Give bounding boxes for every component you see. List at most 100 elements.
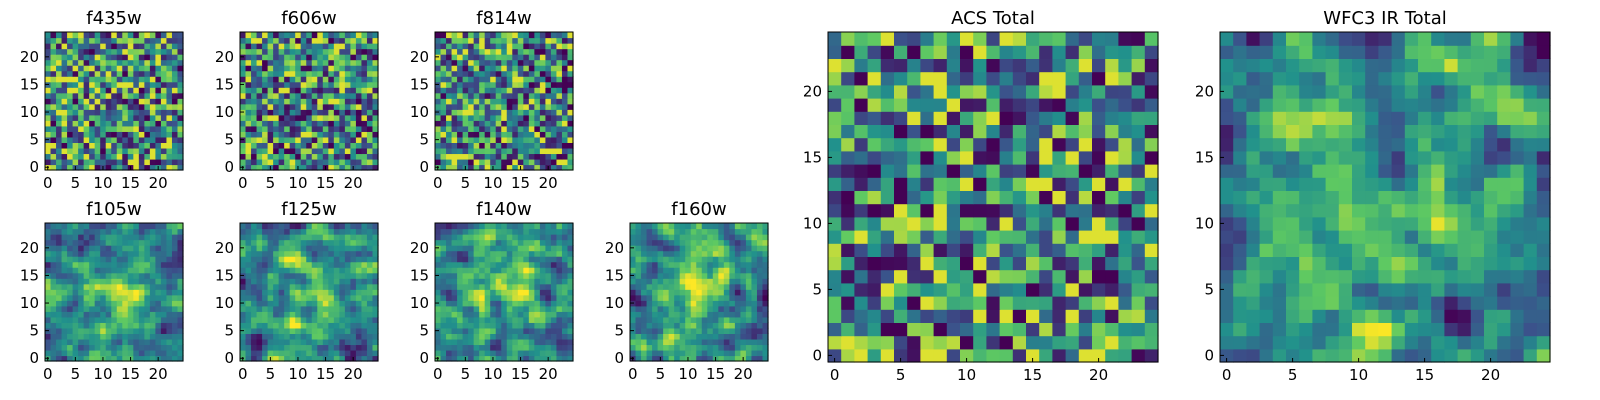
heatmap-cell — [635, 250, 642, 257]
heatmap-cell — [344, 355, 351, 362]
heatmap-cell — [828, 230, 842, 244]
heatmap-cell — [67, 283, 74, 290]
heatmap-cell — [127, 344, 134, 351]
y-tick-label: 15 — [215, 266, 234, 284]
heatmap-cell — [907, 309, 921, 323]
heatmap-cell — [523, 76, 530, 83]
heatmap-cell — [751, 283, 758, 290]
heatmap-cell — [740, 322, 747, 329]
heatmap-cell — [1105, 309, 1119, 323]
heatmap-cell — [149, 136, 156, 143]
heatmap-cell — [306, 59, 313, 66]
heatmap-cell — [501, 294, 508, 301]
heatmap-cell — [284, 164, 291, 171]
heatmap-cell — [539, 142, 546, 149]
heatmap-cell — [999, 296, 1014, 310]
heatmap-cell — [495, 349, 502, 357]
heatmap-cell — [1078, 282, 1093, 297]
heatmap-cell — [251, 234, 258, 241]
heatmap-cell — [289, 120, 296, 127]
heatmap-cell — [696, 349, 703, 357]
heatmap-cell — [685, 289, 692, 296]
heatmap-cell — [177, 76, 184, 83]
heatmap-cell — [67, 294, 74, 301]
heatmap-cell — [72, 98, 79, 105]
heatmap-cell — [473, 120, 480, 127]
heatmap-cell — [907, 164, 921, 178]
heatmap-cell — [78, 147, 85, 155]
heatmap-cell — [468, 322, 475, 329]
heatmap-cell — [295, 43, 302, 50]
heatmap-cell — [457, 272, 464, 279]
heatmap-cell — [355, 256, 363, 263]
heatmap-cell — [333, 65, 340, 72]
heatmap-cell — [495, 267, 502, 274]
heatmap-cell — [523, 59, 530, 66]
heatmap-cell — [534, 32, 541, 39]
heatmap-cell — [328, 54, 335, 61]
heatmap-cell — [539, 327, 546, 334]
heatmap-cell — [267, 32, 274, 39]
heatmap-cell — [289, 109, 296, 116]
heatmap-cell — [133, 256, 140, 263]
heatmap-cell — [473, 322, 480, 329]
heatmap-cell — [468, 333, 475, 340]
heatmap-cell — [512, 120, 519, 127]
heatmap-cell — [133, 261, 140, 268]
heatmap-cell — [696, 283, 703, 290]
heatmap-cell — [284, 311, 291, 318]
heatmap-cell — [462, 267, 469, 274]
heatmap-cell — [166, 147, 173, 155]
heatmap-cell — [635, 338, 642, 346]
heatmap-cell — [462, 283, 469, 290]
heatmap-cell — [751, 234, 758, 241]
heatmap-cell — [262, 250, 269, 257]
heatmap-cell — [256, 131, 263, 138]
heatmap-cell — [506, 54, 513, 61]
heatmap-cell — [251, 305, 258, 312]
heatmap-cell — [473, 316, 480, 323]
heatmap-cell — [267, 76, 274, 83]
heatmap-cell — [361, 256, 368, 263]
heatmap-cell — [366, 278, 374, 285]
heatmap-cell — [696, 261, 703, 268]
heatmap-cell — [372, 59, 379, 66]
heatmap-cell — [567, 267, 574, 274]
heatmap-cell — [89, 289, 96, 296]
heatmap-cell — [322, 43, 329, 50]
heatmap-cell — [473, 87, 480, 94]
heatmap-cell — [83, 70, 90, 77]
heatmap-cell — [122, 272, 129, 279]
heatmap-cell — [240, 316, 247, 323]
heatmap-cell — [1118, 322, 1133, 337]
heatmap-cell — [854, 164, 869, 178]
heatmap-cell — [306, 48, 313, 55]
heatmap-cell — [83, 131, 90, 138]
heatmap-cell — [712, 349, 719, 357]
heatmap-cell — [1078, 348, 1093, 363]
heatmap-cell — [295, 289, 302, 296]
heatmap-cell — [973, 348, 987, 363]
heatmap-cell — [479, 142, 486, 149]
heatmap-cell — [251, 142, 258, 149]
heatmap-cell — [701, 355, 708, 362]
heatmap-cell — [300, 136, 307, 143]
heatmap-cell — [1105, 269, 1119, 284]
heatmap-cell — [105, 272, 112, 279]
heatmap-cell — [506, 76, 513, 83]
heatmap-cell — [300, 250, 307, 257]
heatmap-cell — [273, 81, 280, 88]
heatmap-cell — [306, 103, 313, 110]
heatmap-cell — [94, 311, 101, 318]
heatmap-cell — [745, 223, 753, 230]
heatmap-cell — [278, 278, 285, 285]
heatmap-cell — [495, 76, 502, 83]
heatmap-cell — [61, 125, 68, 132]
heatmap-cell — [289, 87, 296, 94]
heatmap-cell — [734, 278, 741, 285]
heatmap-cell — [111, 43, 118, 50]
heatmap-cell — [986, 203, 1001, 218]
heatmap-cell — [512, 223, 519, 230]
heatmap-cell — [306, 87, 313, 94]
heatmap-cell — [534, 228, 541, 235]
